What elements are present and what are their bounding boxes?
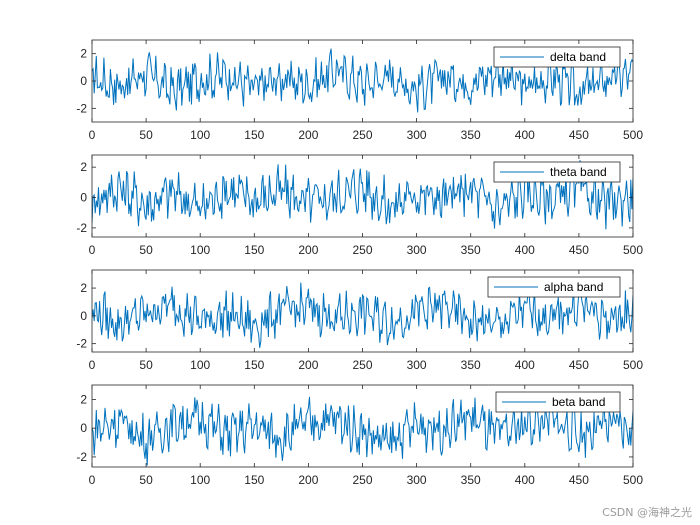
x-tick-label: 250 — [352, 358, 372, 372]
x-tick-label: 50 — [139, 243, 153, 257]
x-tick-label: 300 — [407, 128, 427, 142]
x-tick-label: 300 — [407, 358, 427, 372]
legend-box — [487, 276, 621, 298]
legend[interactable]: theta band — [493, 161, 621, 183]
legend-box — [493, 161, 621, 183]
x-tick-label: 350 — [461, 358, 481, 372]
legend[interactable]: delta band — [493, 46, 621, 68]
legend[interactable]: alpha band — [487, 276, 621, 298]
subplot-2: 0 50 100 150 200 250 300 350 400 450 500-202 theta … — [76, 154, 643, 257]
x-tick-label: 100 — [190, 243, 210, 257]
x-tick-label: 0 — [89, 358, 96, 372]
x-tick-label: 350 — [461, 473, 481, 487]
x-tick-label: 300 — [407, 473, 427, 487]
legend[interactable]: beta band — [495, 391, 621, 413]
x-tick-label: 200 — [298, 358, 318, 372]
x-tick-label: 250 — [352, 128, 372, 142]
x-tick-label: 100 — [190, 358, 210, 372]
x-tick-label: 500 — [623, 473, 643, 487]
y-tick-label: -2 — [76, 221, 87, 235]
x-tick-label: 150 — [244, 128, 264, 142]
legend-label: delta band — [550, 50, 606, 64]
x-tick-label: 0 — [89, 128, 96, 142]
x-tick-label: 450 — [569, 243, 589, 257]
x-tick-label: 50 — [139, 128, 153, 142]
x-tick-label: 250 — [352, 473, 372, 487]
x-tick-label: 0 — [89, 473, 96, 487]
x-tick-label: 350 — [461, 243, 481, 257]
y-tick-label: 2 — [80, 47, 87, 61]
x-tick-label: 400 — [515, 128, 535, 142]
y-tick-label: -2 — [76, 450, 87, 464]
x-tick-label: 500 — [623, 128, 643, 142]
y-tick-label: -2 — [76, 337, 87, 351]
y-tick-label: 0 — [80, 74, 87, 88]
x-tick-label: 450 — [569, 473, 589, 487]
x-tick-label: 150 — [244, 243, 264, 257]
x-tick-label: 300 — [407, 243, 427, 257]
subplot-4: 0 50 100 150 200 250 300 350 400 450 500-202 beta b… — [76, 384, 643, 487]
x-tick-label: 450 — [569, 128, 589, 142]
x-tick-label: 200 — [298, 128, 318, 142]
x-tick-label: 200 — [298, 243, 318, 257]
x-tick-label: 100 — [190, 473, 210, 487]
x-tick-label: 150 — [244, 473, 264, 487]
x-tick-label: 400 — [515, 243, 535, 257]
x-tick-label: 100 — [190, 128, 210, 142]
legend-box — [495, 391, 621, 413]
x-tick-label: 500 — [623, 243, 643, 257]
x-tick-label: 400 — [515, 358, 535, 372]
y-tick-label: -2 — [76, 101, 87, 115]
series-line-beta-band — [92, 396, 633, 466]
x-tick-label: 50 — [139, 473, 153, 487]
x-tick-label: 400 — [515, 473, 535, 487]
watermark-text: CSDN @海神之光 — [602, 505, 692, 519]
x-tick-label: 350 — [461, 128, 481, 142]
subplot-1: 0 50 100 150 200 250 300 350 400 450 500-202 delta … — [76, 39, 643, 142]
y-tick-label: 2 — [80, 160, 87, 174]
series-line-delta-band — [92, 48, 633, 113]
x-tick-label: 50 — [139, 358, 153, 372]
legend-label: alpha band — [544, 280, 603, 294]
y-tick-label: 2 — [80, 281, 87, 295]
x-tick-label: 150 — [244, 358, 264, 372]
x-tick-label: 0 — [89, 243, 96, 257]
y-tick-label: 2 — [80, 392, 87, 406]
y-tick-label: 0 — [80, 309, 87, 323]
x-tick-label: 500 — [623, 358, 643, 372]
y-tick-label: 0 — [80, 421, 87, 435]
subplot-3: 0 50 100 150 200 250 300 350 400 450 500-202 alpha … — [76, 269, 643, 372]
legend-label: beta band — [552, 395, 605, 409]
legend-box — [493, 46, 621, 68]
y-tick-label: 0 — [80, 191, 87, 205]
x-tick-label: 250 — [352, 243, 372, 257]
series-line-alpha-band — [92, 282, 633, 348]
x-tick-label: 200 — [298, 473, 318, 487]
legend-label: theta band — [550, 165, 607, 179]
x-tick-label: 450 — [569, 358, 589, 372]
